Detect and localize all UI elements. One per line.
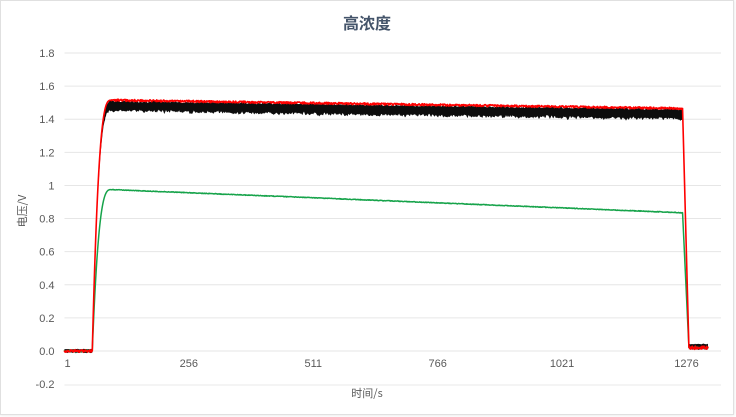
svg-text:1: 1: [64, 358, 70, 370]
svg-text:1.8: 1.8: [39, 48, 54, 60]
svg-text:1.2: 1.2: [39, 147, 54, 159]
svg-text:1276: 1276: [674, 358, 698, 370]
svg-text:256: 256: [180, 358, 198, 370]
svg-text:766: 766: [428, 358, 446, 370]
svg-text:511: 511: [304, 358, 322, 370]
svg-text:1021: 1021: [550, 358, 574, 370]
svg-text:0.4: 0.4: [39, 280, 54, 292]
svg-text:1.6: 1.6: [39, 81, 54, 93]
svg-text:0.8: 0.8: [39, 214, 54, 226]
svg-text:0.6: 0.6: [39, 247, 54, 259]
svg-text:0.2: 0.2: [39, 313, 54, 325]
svg-text:0.0: 0.0: [39, 346, 54, 358]
svg-text:1: 1: [48, 180, 54, 192]
svg-text:1.4: 1.4: [39, 114, 54, 126]
